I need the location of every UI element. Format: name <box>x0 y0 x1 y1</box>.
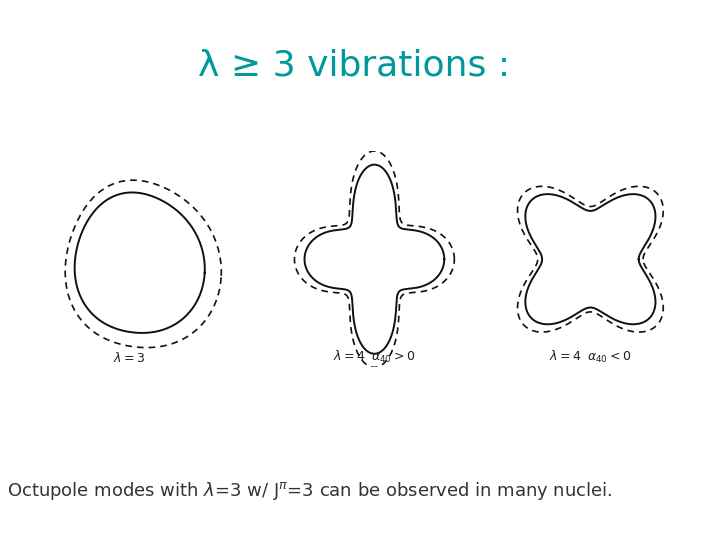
Text: λ ≥ 3 vibrations :: λ ≥ 3 vibrations : <box>198 49 522 83</box>
Text: $\lambda = 3$: $\lambda = 3$ <box>114 351 145 365</box>
Text: $\lambda = 4 \;\; \alpha_{40} < 0$: $\lambda = 4 \;\; \alpha_{40} < 0$ <box>549 349 631 365</box>
Text: $\lambda = 4 \;\; \alpha_{40} > 0$: $\lambda = 4 \;\; \alpha_{40} > 0$ <box>333 349 415 365</box>
Text: Octupole modes with $\lambda$=3 w/ J$^{\pi}$=3 can be observed in many nuclei.: Octupole modes with $\lambda$=3 w/ J$^{\… <box>7 480 613 502</box>
